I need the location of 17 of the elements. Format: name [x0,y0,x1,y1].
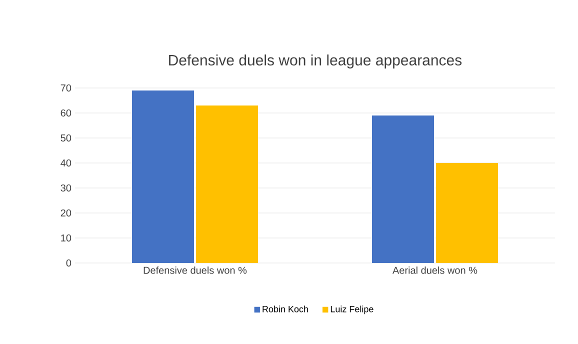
bar [196,105,258,263]
legend-label: Robin Koch [262,306,308,312]
x-tick-label: Aerial duels won % [392,266,478,274]
bar [372,115,434,263]
bar [132,90,194,263]
y-tick-label: 60 [60,109,72,117]
legend-label: Luiz Felipe [330,306,374,314]
x-tick-label: Defensive duels won % [144,266,247,274]
y-tick-label: 30 [60,184,72,192]
y-tick-label: 0 [66,259,72,267]
chart-title: Defensive duels won in league appearances [169,54,462,68]
y-tick-label: 10 [61,234,72,242]
y-tick-label: 20 [60,209,72,217]
bar [436,162,498,263]
y-tick-label: 40 [60,159,72,167]
y-tick-label: 70 [60,84,72,92]
y-tick-label: 50 [60,134,72,142]
